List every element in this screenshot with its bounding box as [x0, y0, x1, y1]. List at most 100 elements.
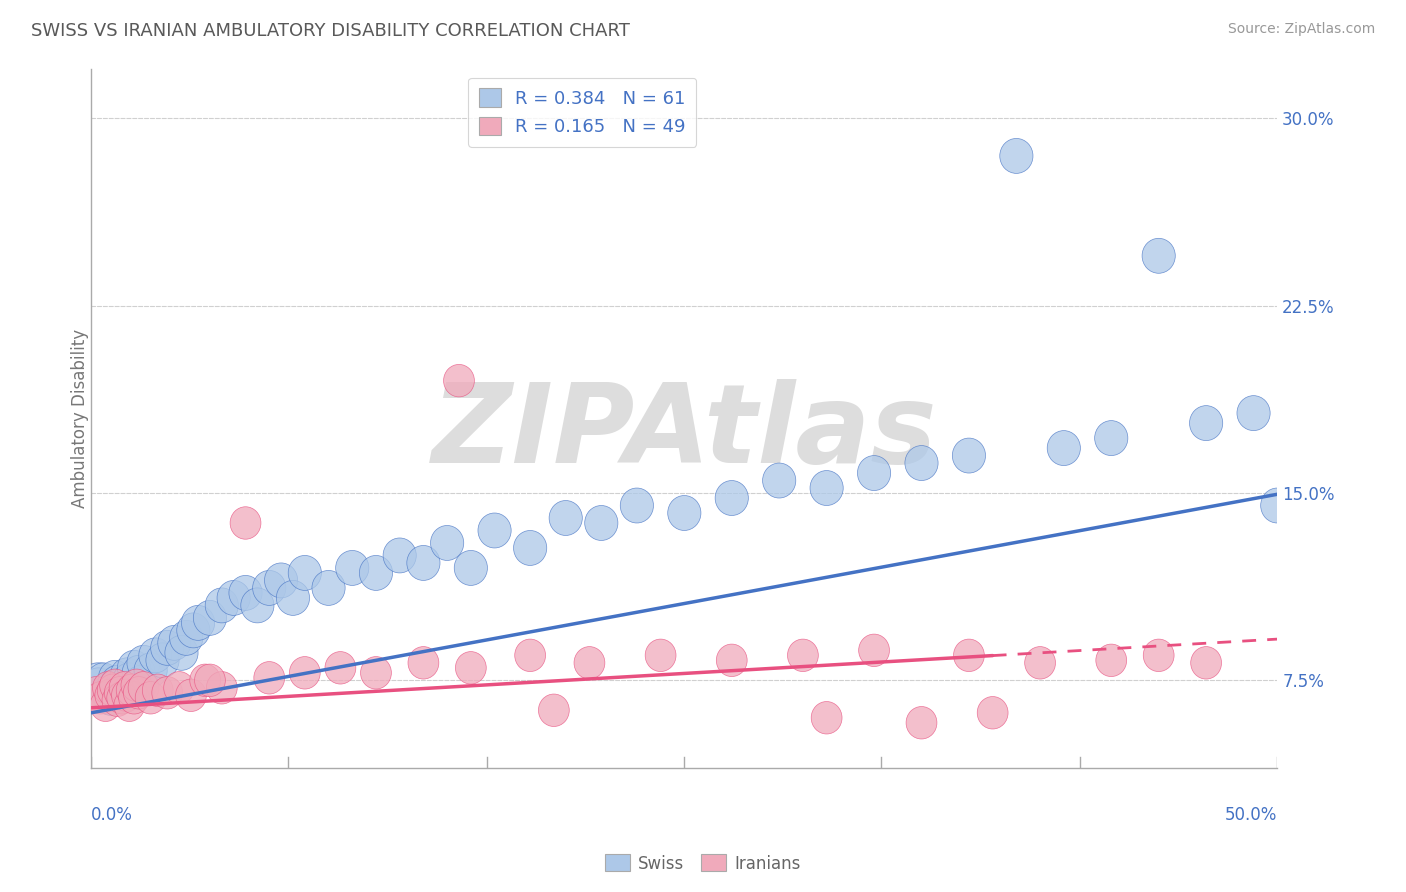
Ellipse shape	[77, 663, 120, 707]
Ellipse shape	[1095, 421, 1128, 456]
Ellipse shape	[157, 625, 191, 660]
Ellipse shape	[858, 456, 890, 491]
Ellipse shape	[90, 689, 121, 722]
Ellipse shape	[454, 550, 488, 585]
Ellipse shape	[360, 657, 391, 689]
Ellipse shape	[98, 660, 132, 695]
Ellipse shape	[290, 657, 321, 689]
Ellipse shape	[117, 674, 148, 706]
Text: Source: ZipAtlas.com: Source: ZipAtlas.com	[1227, 22, 1375, 37]
Ellipse shape	[550, 500, 582, 535]
Ellipse shape	[229, 575, 262, 610]
Ellipse shape	[104, 676, 135, 709]
Ellipse shape	[1191, 647, 1222, 679]
Ellipse shape	[127, 645, 160, 681]
Ellipse shape	[112, 663, 146, 698]
Ellipse shape	[762, 463, 796, 498]
Ellipse shape	[114, 689, 145, 722]
Ellipse shape	[538, 694, 569, 726]
Ellipse shape	[787, 639, 818, 672]
Ellipse shape	[240, 588, 274, 623]
Y-axis label: Ambulatory Disability: Ambulatory Disability	[72, 328, 89, 508]
Ellipse shape	[150, 631, 184, 665]
Ellipse shape	[905, 706, 936, 739]
Ellipse shape	[115, 670, 148, 706]
Ellipse shape	[107, 681, 138, 714]
Ellipse shape	[716, 481, 748, 516]
Ellipse shape	[264, 563, 298, 598]
Ellipse shape	[170, 620, 202, 656]
Ellipse shape	[620, 488, 654, 523]
Ellipse shape	[456, 651, 486, 684]
Text: ZIPAtlas: ZIPAtlas	[432, 378, 936, 485]
Ellipse shape	[125, 665, 157, 700]
Ellipse shape	[93, 672, 124, 704]
Ellipse shape	[101, 665, 134, 700]
Legend: Swiss, Iranians: Swiss, Iranians	[599, 847, 807, 880]
Ellipse shape	[96, 670, 129, 706]
Ellipse shape	[86, 681, 117, 714]
Ellipse shape	[207, 672, 238, 704]
Ellipse shape	[254, 662, 284, 694]
Ellipse shape	[105, 668, 139, 703]
Ellipse shape	[96, 679, 125, 712]
Ellipse shape	[406, 546, 440, 581]
Ellipse shape	[336, 550, 368, 585]
Ellipse shape	[152, 676, 183, 709]
Ellipse shape	[108, 678, 141, 713]
Text: SWISS VS IRANIAN AMBULATORY DISABILITY CORRELATION CHART: SWISS VS IRANIAN AMBULATORY DISABILITY C…	[31, 22, 630, 40]
Ellipse shape	[190, 664, 221, 697]
Ellipse shape	[82, 668, 115, 703]
Ellipse shape	[100, 669, 131, 701]
Ellipse shape	[1142, 238, 1175, 273]
Legend: R = 0.384   N = 61, R = 0.165   N = 49: R = 0.384 N = 61, R = 0.165 N = 49	[468, 78, 696, 147]
Ellipse shape	[128, 672, 159, 704]
Ellipse shape	[103, 684, 132, 716]
Ellipse shape	[585, 506, 617, 541]
Ellipse shape	[312, 571, 344, 606]
Ellipse shape	[952, 438, 986, 473]
Ellipse shape	[217, 581, 250, 615]
Ellipse shape	[360, 556, 392, 591]
Ellipse shape	[859, 634, 890, 666]
Ellipse shape	[1025, 647, 1056, 679]
Ellipse shape	[87, 663, 120, 698]
Ellipse shape	[124, 676, 155, 709]
Ellipse shape	[181, 606, 215, 640]
Ellipse shape	[111, 679, 142, 712]
Ellipse shape	[382, 538, 416, 573]
Ellipse shape	[977, 697, 1008, 729]
Ellipse shape	[121, 669, 152, 701]
Ellipse shape	[94, 681, 127, 715]
Ellipse shape	[905, 446, 938, 481]
Ellipse shape	[118, 650, 150, 685]
Text: 50.0%: 50.0%	[1225, 806, 1277, 824]
Ellipse shape	[103, 673, 136, 707]
Ellipse shape	[1095, 644, 1126, 676]
Ellipse shape	[110, 672, 141, 704]
Ellipse shape	[443, 365, 474, 397]
Ellipse shape	[325, 651, 356, 684]
Ellipse shape	[277, 581, 309, 615]
Ellipse shape	[163, 672, 194, 704]
Ellipse shape	[430, 525, 464, 560]
Ellipse shape	[165, 635, 198, 670]
Ellipse shape	[513, 531, 547, 566]
Text: 0.0%: 0.0%	[91, 806, 134, 824]
Ellipse shape	[645, 639, 676, 672]
Ellipse shape	[122, 656, 156, 690]
Ellipse shape	[1261, 488, 1294, 523]
Ellipse shape	[810, 471, 844, 506]
Ellipse shape	[1000, 138, 1033, 173]
Ellipse shape	[134, 653, 167, 688]
Ellipse shape	[478, 513, 512, 548]
Ellipse shape	[574, 647, 605, 679]
Ellipse shape	[1047, 431, 1080, 466]
Ellipse shape	[231, 507, 262, 540]
Ellipse shape	[515, 639, 546, 672]
Ellipse shape	[91, 675, 125, 710]
Ellipse shape	[408, 647, 439, 679]
Ellipse shape	[668, 496, 702, 531]
Ellipse shape	[97, 674, 128, 706]
Ellipse shape	[146, 643, 179, 678]
